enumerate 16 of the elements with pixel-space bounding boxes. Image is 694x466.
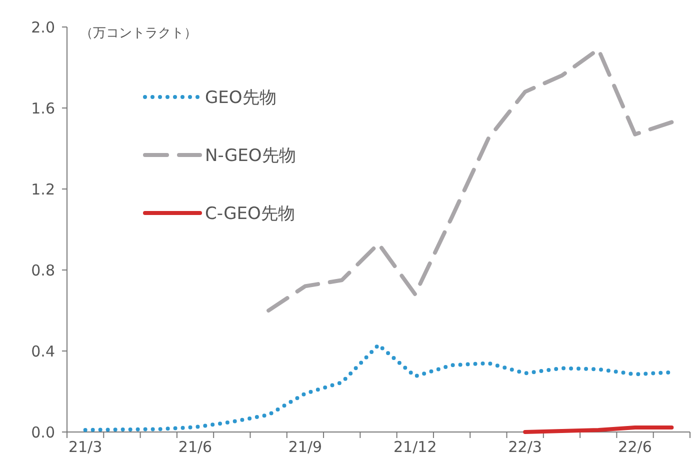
x-tick-label: 22/6 (618, 438, 652, 456)
y-tick-label: 0.4 (31, 342, 55, 360)
y-tick-label: 1.2 (31, 180, 55, 198)
legend-label: C-GEO先物 (205, 204, 295, 224)
x-tick-label: 21/6 (178, 438, 212, 456)
x-tick-label: 22/3 (508, 438, 542, 456)
y-tick-label: 0.8 (31, 261, 55, 280)
y-axis-title: （万コントラクト） (80, 26, 197, 41)
y-tick-label: 0.0 (31, 423, 55, 442)
x-tick-label: 21/12 (394, 438, 437, 456)
y-tick-label: 1.6 (31, 99, 55, 118)
legend-label: GEO先物 (205, 88, 276, 108)
y-tick-label: 2.0 (31, 18, 55, 36)
x-tick-label: 21/9 (288, 438, 322, 456)
legend-label: N-GEO先物 (205, 146, 296, 166)
x-tick-label: 21/3 (68, 438, 102, 456)
